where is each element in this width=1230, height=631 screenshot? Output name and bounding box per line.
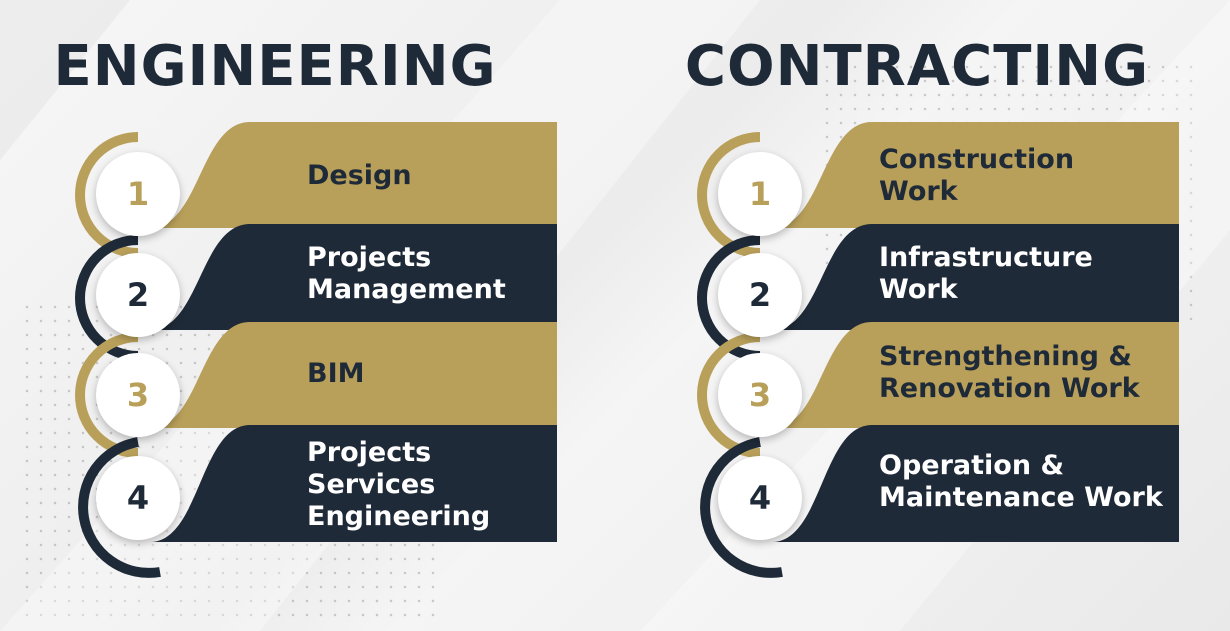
- step-4-arc: [700, 437, 783, 578]
- step-1-number: 1: [96, 152, 180, 236]
- step-2-arc: [697, 235, 761, 361]
- contracting-title: CONTRACTING: [684, 34, 1150, 99]
- step-4-arc: [78, 437, 161, 578]
- step-1-banner: [150, 122, 557, 228]
- contracting-column: CONTRACTING 1 2 3 4 Construction Work In…: [652, 0, 1212, 631]
- step-2-banner: [150, 224, 557, 330]
- step-4-banner: [150, 425, 557, 542]
- step-4-banner: [772, 425, 1179, 542]
- engineering-column: ENGINEERING 1 2 3 4 Design Projects Mana…: [30, 0, 590, 631]
- step-1-banner: [772, 122, 1179, 228]
- step-4-number: 4: [718, 456, 802, 540]
- step-1-number: 1: [718, 152, 802, 236]
- step-3-number: 3: [96, 353, 180, 437]
- engineering-flow-graphic: [75, 122, 557, 578]
- step-2-label: Infrastructure Work: [879, 242, 1093, 305]
- step-1-label: Design: [307, 160, 412, 191]
- step-2-arc: [75, 235, 139, 361]
- step-2-number: 2: [96, 253, 180, 337]
- step-4-label: Projects Services Engineering: [307, 437, 491, 532]
- step-2-label: Projects Management: [307, 242, 506, 305]
- step-1-label: Construction Work: [879, 144, 1075, 207]
- step-3-number: 3: [718, 353, 802, 437]
- step-4-number: 4: [96, 456, 180, 540]
- step-2-number: 2: [718, 253, 802, 337]
- step-4-label: Operation & Maintenance Work: [879, 450, 1163, 513]
- step-3-label: Strengthening & Renovation Work: [879, 341, 1140, 404]
- step-3-label: BIM: [307, 358, 365, 389]
- step-2-banner: [772, 224, 1179, 330]
- engineering-title: ENGINEERING: [53, 34, 497, 99]
- step-3-banner: [772, 322, 1179, 428]
- contracting-flow-graphic: [697, 122, 1179, 578]
- step-3-banner: [150, 322, 557, 428]
